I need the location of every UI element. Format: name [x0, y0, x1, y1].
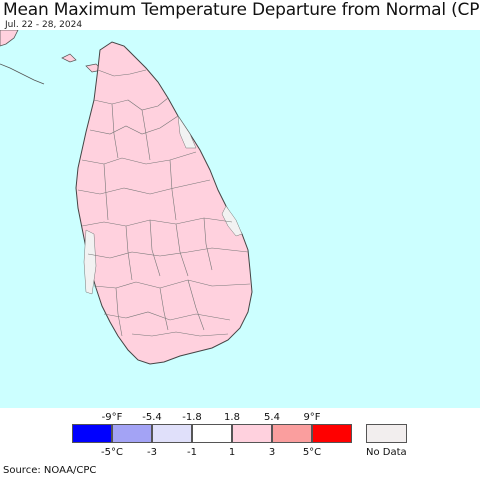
legend-f-tick-2: -5.4 [142, 412, 162, 423]
legend-bin-7 [312, 424, 352, 443]
india-coast-line [0, 63, 45, 85]
legend-bin-6 [272, 424, 312, 443]
legend-f-tick-6: 9°F [303, 412, 321, 423]
legend-f-tick-1: -9°F [101, 412, 123, 423]
sri-lanka-map [0, 30, 480, 408]
legend-c-tick-1: -5°C [101, 447, 123, 458]
legend-c-tick-5: 3 [268, 447, 276, 458]
source-credit: Source: NOAA/CPC [3, 465, 97, 476]
legend-c-tick-2: -3 [147, 447, 157, 458]
legend-f-tick-4: 1.8 [224, 412, 240, 423]
ocean-background [0, 30, 480, 408]
near-normal-west [83, 229, 97, 295]
near-normal-east [177, 115, 197, 149]
legend-no-data-label: No Data [366, 447, 407, 458]
legend-c-tick-6: 5°C [302, 447, 322, 458]
legend-bin-3 [152, 424, 192, 443]
date-range: Jul. 22 - 28, 2024 [5, 20, 83, 30]
india-coast [0, 30, 19, 47]
legend-bin-1 [72, 424, 112, 443]
near-normal-batticaloa [221, 205, 243, 237]
legend-no-data-swatch [366, 424, 407, 443]
legend-c-tick-3: -1 [187, 447, 197, 458]
legend-bin-5 [232, 424, 272, 443]
map-title: Mean Maximum Temperature Departure from … [3, 0, 480, 20]
legend-f-tick-5: 5.4 [264, 412, 280, 423]
legend-f-tick-3: -1.8 [182, 412, 202, 423]
legend-c-tick-4: 1 [228, 447, 236, 458]
legend-bin-4 [192, 424, 232, 443]
district-boundaries [77, 69, 251, 337]
legend-bin-2 [112, 424, 152, 443]
